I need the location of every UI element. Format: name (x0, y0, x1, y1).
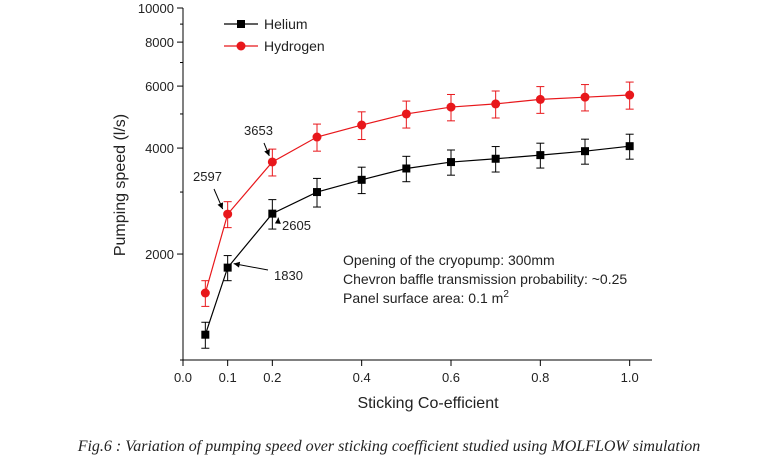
info-box: Opening of the cryopump: 300mm Chevron b… (343, 252, 627, 306)
info-line-area: Panel surface area: 0.1 m2 (343, 289, 509, 306)
annotation-label: 2597 (193, 169, 222, 184)
series-layer (200, 81, 635, 349)
x-tick-label: 0.0 (174, 370, 192, 385)
legend-helium-label: Helium (264, 16, 308, 32)
x-tick-label: 0.4 (353, 370, 371, 385)
hydrogen-data-point (357, 120, 367, 130)
helium-data-point (625, 142, 634, 151)
y-tick-label: 6000 (145, 79, 174, 94)
hydrogen-data-point (491, 99, 501, 109)
helium-data-point (491, 154, 500, 163)
annotation-label: 1830 (274, 268, 303, 283)
hydrogen-data-point (267, 157, 277, 167)
helium-data-point (357, 175, 366, 184)
hydrogen-data-point (446, 102, 456, 112)
annotation-arrowhead (274, 217, 281, 224)
helium-data-point (402, 164, 411, 173)
y-tick-label: 8000 (145, 35, 174, 50)
pumping-speed-chart: 0.0 0.1 0.2 0.4 0.6 0.8 1.0 2000 4000 6000 8000 10… (112, 1, 652, 412)
x-tick-label: 0.1 (219, 370, 237, 385)
helium-data-point (313, 188, 321, 197)
x-ticks: 0.0 0.1 0.2 0.4 0.6 0.8 1.0 (174, 360, 639, 385)
helium-data-point (268, 209, 277, 218)
info-line-area-superscript: 2 (503, 289, 509, 300)
annotation-label: 2605 (282, 218, 311, 233)
x-tick-label: 0.6 (442, 370, 460, 385)
annotation-label: 3653 (244, 123, 273, 138)
hydrogen-data-point (200, 288, 210, 298)
info-line-transmission: Chevron baffle transmission probability:… (343, 271, 627, 287)
helium-data-point (536, 151, 545, 160)
hydrogen-data-point (223, 209, 233, 219)
info-line-area-text: Panel surface area: 0.1 m (343, 290, 503, 306)
legend-hydrogen-label: Hydrogen (264, 38, 325, 54)
legend-helium-marker (237, 20, 245, 28)
hydrogen-data-point (625, 90, 635, 100)
x-tick-label: 0.2 (263, 370, 281, 385)
info-line-opening: Opening of the cryopump: 300mm (343, 252, 555, 268)
legend: Helium Hydrogen (224, 16, 325, 54)
y-tick-label: 10000 (138, 1, 174, 16)
axes (182, 8, 652, 361)
annotation-arrowhead (217, 202, 224, 210)
legend-hydrogen-marker (236, 41, 246, 51)
y-tick-label: 4000 (145, 141, 174, 156)
annotation-arrowhead (233, 261, 241, 268)
helium-data-point (201, 330, 210, 339)
helium-series-line (204, 145, 630, 335)
figure-caption: Fig.6 : Variation of pumping speed over … (77, 438, 701, 455)
y-axis-label: Pumping speed (l/s) (112, 114, 129, 256)
x-axis-label: Sticking Co-efficient (357, 395, 499, 412)
annotations: 1830 2605 2597 3653 (193, 123, 311, 283)
hydrogen-data-point (312, 132, 322, 142)
helium-data-point (447, 158, 455, 167)
hydrogen-data-point (535, 94, 545, 104)
helium-data-point (223, 263, 232, 272)
x-tick-label: 1.0 (621, 370, 639, 385)
annotation-arrowhead (264, 149, 270, 156)
hydrogen-data-point (401, 109, 411, 119)
y-ticks: 2000 4000 6000 8000 10000 (138, 1, 183, 361)
hydrogen-data-point (580, 92, 590, 102)
x-tick-label: 0.8 (531, 370, 549, 385)
helium-data-point (581, 147, 589, 156)
y-tick-label: 2000 (145, 247, 174, 262)
